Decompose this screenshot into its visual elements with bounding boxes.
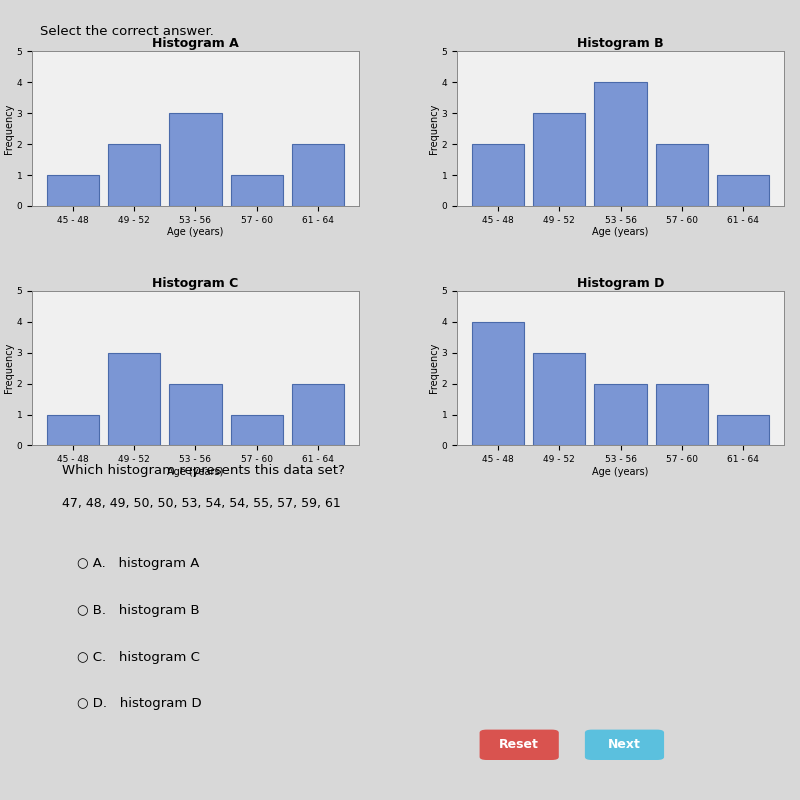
- Y-axis label: Frequency: Frequency: [4, 103, 14, 154]
- Bar: [108, 144, 160, 206]
- Text: ○ C.   histogram C: ○ C. histogram C: [77, 650, 200, 664]
- Bar: [594, 384, 646, 446]
- Bar: [717, 175, 769, 206]
- Bar: [533, 113, 586, 206]
- Text: Reset: Reset: [499, 738, 539, 751]
- X-axis label: Age (years): Age (years): [592, 467, 649, 477]
- Y-axis label: Frequency: Frequency: [429, 103, 438, 154]
- Title: Histogram C: Histogram C: [152, 277, 238, 290]
- Y-axis label: Frequency: Frequency: [4, 343, 14, 394]
- X-axis label: Age (years): Age (years): [592, 227, 649, 238]
- Bar: [533, 353, 586, 446]
- Bar: [230, 175, 283, 206]
- FancyBboxPatch shape: [479, 730, 558, 760]
- Bar: [170, 384, 222, 446]
- Bar: [656, 384, 708, 446]
- Text: ○ A.   histogram A: ○ A. histogram A: [77, 558, 199, 570]
- Text: Select the correct answer.: Select the correct answer.: [39, 25, 214, 38]
- Bar: [292, 144, 344, 206]
- Bar: [472, 144, 524, 206]
- Bar: [108, 353, 160, 446]
- FancyBboxPatch shape: [585, 730, 664, 760]
- Bar: [47, 175, 99, 206]
- Title: Histogram D: Histogram D: [577, 277, 664, 290]
- Text: Next: Next: [608, 738, 641, 751]
- Title: Histogram B: Histogram B: [578, 38, 664, 50]
- Text: 47, 48, 49, 50, 50, 53, 54, 54, 55, 57, 59, 61: 47, 48, 49, 50, 50, 53, 54, 54, 55, 57, …: [62, 498, 341, 510]
- Bar: [230, 414, 283, 446]
- Text: ○ B.   histogram B: ○ B. histogram B: [77, 604, 200, 617]
- Bar: [594, 82, 646, 206]
- Bar: [717, 414, 769, 446]
- Y-axis label: Frequency: Frequency: [429, 343, 438, 394]
- Bar: [170, 113, 222, 206]
- Bar: [47, 414, 99, 446]
- Title: Histogram A: Histogram A: [152, 38, 239, 50]
- X-axis label: Age (years): Age (years): [167, 467, 224, 477]
- Bar: [656, 144, 708, 206]
- Bar: [292, 384, 344, 446]
- Text: Which histogram represents this data set?: Which histogram represents this data set…: [62, 464, 345, 477]
- X-axis label: Age (years): Age (years): [167, 227, 224, 238]
- Text: ○ D.   histogram D: ○ D. histogram D: [77, 698, 202, 710]
- Bar: [472, 322, 524, 446]
